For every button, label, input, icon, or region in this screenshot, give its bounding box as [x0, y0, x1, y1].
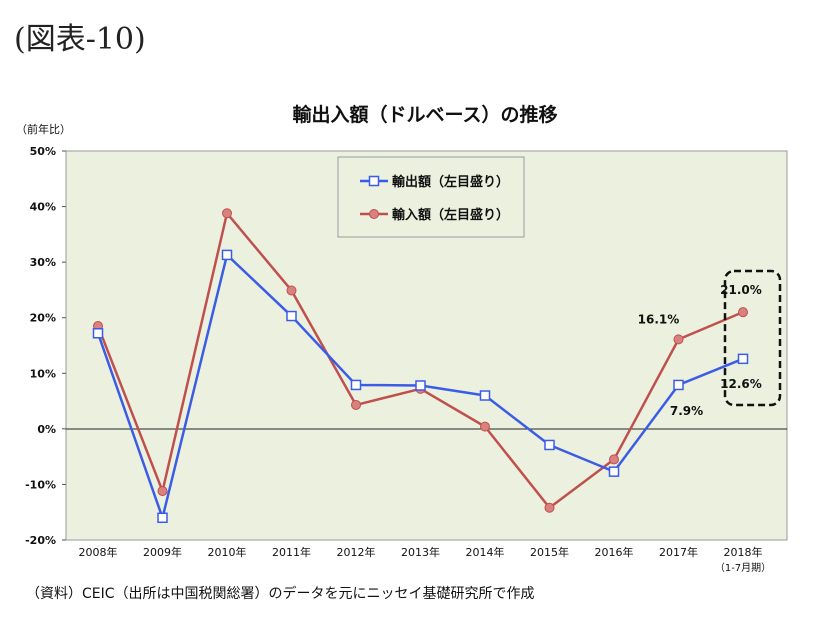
- highlight-box: [723, 269, 782, 407]
- x-tick-label: 2018年: [724, 545, 763, 559]
- legend-box: [337, 156, 525, 238]
- data-label: 21.0%: [720, 283, 762, 297]
- import-point: [738, 307, 748, 318]
- y-tick-label: 0%: [37, 423, 56, 436]
- import-point: [286, 285, 297, 296]
- import-point: [673, 334, 684, 345]
- export-point: [544, 439, 555, 451]
- import-point: [544, 502, 555, 513]
- import-point: [157, 486, 168, 497]
- export-point: [221, 249, 233, 261]
- export-point: [157, 512, 168, 524]
- y-tick-label: -10%: [25, 478, 56, 491]
- legend-marker-import: [369, 209, 379, 219]
- export-point: [673, 379, 684, 391]
- import-point: [480, 421, 490, 432]
- x-tick-label: 2015年: [530, 545, 569, 559]
- export-point: [286, 310, 297, 322]
- x-tick-label: 2016年: [595, 545, 634, 559]
- export-point: [737, 353, 749, 365]
- x-tick-label: 2009年: [143, 545, 182, 559]
- y-unit-label: （前年比）: [16, 122, 71, 136]
- legend-label-export: 輸出額（左目盛り）: [392, 174, 509, 190]
- export-point: [92, 328, 104, 339]
- x-tick-label: 2012年: [337, 545, 376, 559]
- export-point: [608, 466, 620, 477]
- data-label: 16.1%: [638, 312, 680, 326]
- import-point: [609, 454, 619, 465]
- x-tick-note: （1-7月期）: [715, 562, 771, 574]
- x-tick-label: 2008年: [79, 545, 118, 559]
- y-tick-label: 30%: [30, 256, 56, 269]
- chart-title: 輸出入額（ドルベース）の推移: [292, 103, 557, 126]
- legend-label-import: 輸入額（左目盛り）: [392, 207, 509, 223]
- export-point: [350, 379, 362, 391]
- x-tick-label: 2013年: [401, 545, 440, 559]
- y-tick-label: 50%: [30, 145, 56, 158]
- y-tick-label: -20%: [25, 534, 56, 547]
- figure-label: (図表-10): [14, 22, 146, 57]
- y-tick-label: 40%: [30, 201, 56, 214]
- y-tick-label: 10%: [30, 367, 56, 380]
- x-tick-label: 2017年: [659, 545, 698, 559]
- data-label: 12.6%: [720, 377, 762, 391]
- legend: 輸出額（左目盛り） 輸入額（左目盛り）: [337, 156, 525, 238]
- export-point: [479, 390, 491, 401]
- import-point: [222, 208, 232, 219]
- import-point: [351, 399, 361, 410]
- legend-marker-export: [368, 175, 380, 187]
- export-point: [415, 380, 426, 391]
- x-tick-label: 2010年: [208, 545, 247, 559]
- x-tick-label: 2014年: [466, 545, 505, 559]
- source-note: （資料）CEIC（出所は中国税関総署）のデータを元にニッセイ基礎研究所で作成: [26, 586, 535, 602]
- data-label: 7.9%: [670, 404, 703, 418]
- x-tick-label: 2011年: [272, 545, 311, 559]
- y-tick-label: 20%: [30, 312, 56, 325]
